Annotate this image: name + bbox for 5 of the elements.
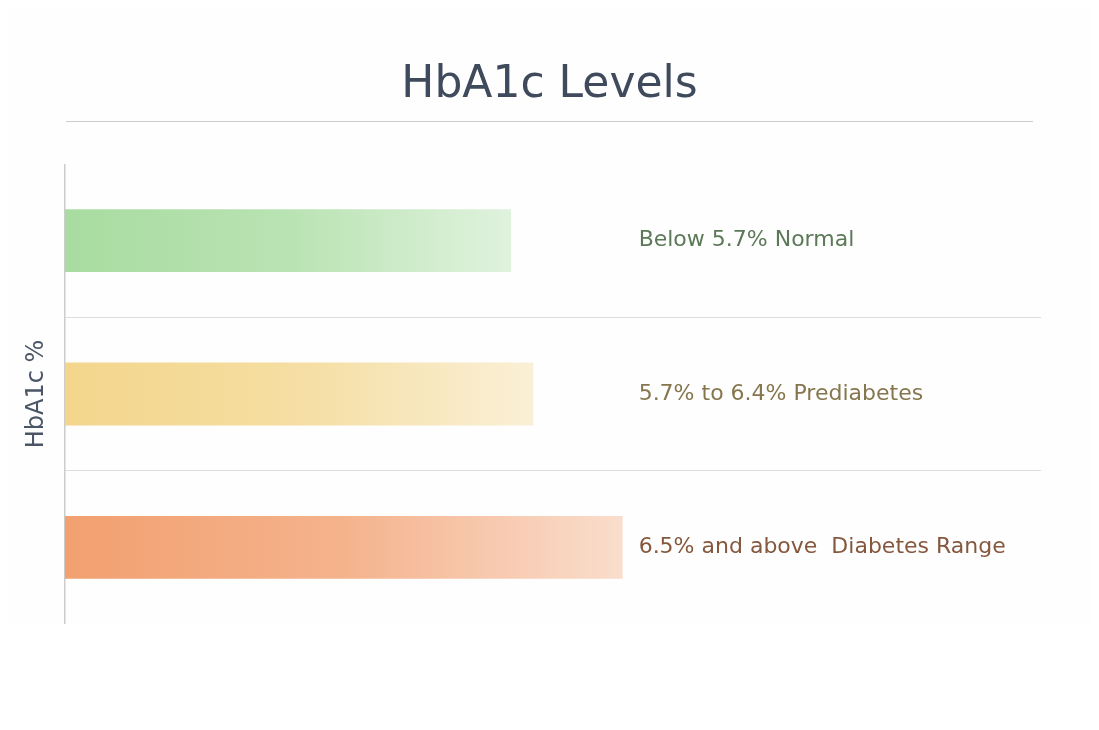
y-tick-label: 5.7% to 6.4% Prediabetes xyxy=(638,379,924,405)
chart-title: HbA1c Levels xyxy=(400,55,699,109)
y-tick-label: Below 5.7% Normal xyxy=(638,226,855,252)
y-tick-label: 6.5% and above Diabetes Range xyxy=(638,533,1006,559)
y-axis-title: HbA1c % xyxy=(20,339,49,449)
